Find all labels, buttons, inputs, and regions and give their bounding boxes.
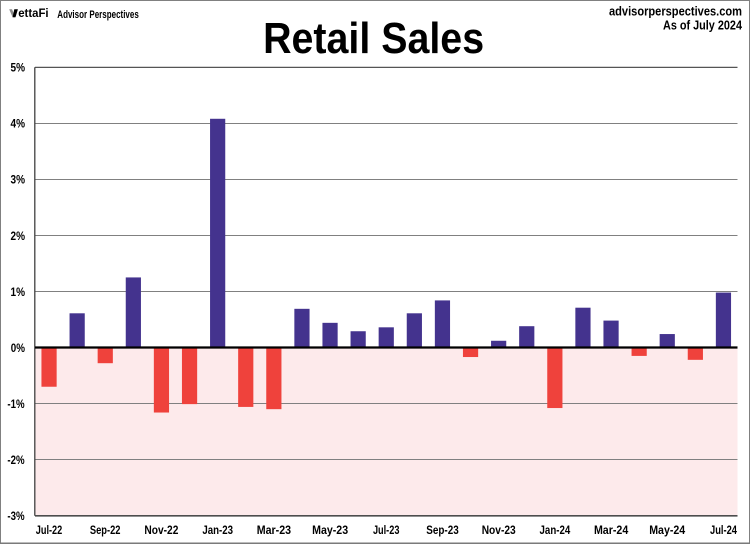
- svg-text:advisorperspectives.com: advisorperspectives.com: [609, 4, 742, 19]
- svg-text:Nov-22: Nov-22: [144, 523, 178, 537]
- svg-text:Jan-23: Jan-23: [202, 523, 233, 537]
- svg-text:-2%: -2%: [7, 453, 24, 467]
- svg-text:4%: 4%: [11, 117, 26, 131]
- svg-text:Sep-22: Sep-22: [90, 523, 121, 537]
- svg-text:Jul-23: Jul-23: [373, 523, 400, 537]
- svg-text:May-24: May-24: [649, 523, 685, 537]
- svg-text:1%: 1%: [11, 285, 26, 299]
- svg-text:0%: 0%: [11, 341, 25, 355]
- svg-text:Sep-23: Sep-23: [426, 523, 459, 537]
- svg-text:-1%: -1%: [7, 397, 24, 411]
- svg-text:-3%: -3%: [7, 509, 24, 523]
- svg-text:Jul-24: Jul-24: [710, 523, 737, 537]
- svg-text:5%: 5%: [11, 61, 26, 75]
- svg-text:As of July 2024: As of July 2024: [663, 17, 743, 32]
- svg-text:Jan-24: Jan-24: [540, 523, 571, 537]
- svg-text:2%: 2%: [11, 229, 26, 243]
- svg-text:Mar-24: Mar-24: [594, 523, 629, 537]
- svg-text:May-23: May-23: [312, 523, 348, 537]
- svg-text:3%: 3%: [11, 173, 26, 187]
- svg-text:Retail Sales: Retail Sales: [263, 15, 484, 63]
- svg-text:ettaFi: ettaFi: [18, 6, 48, 20]
- svg-text:Jul-22: Jul-22: [36, 523, 63, 537]
- svg-text:Advisor Perspectives: Advisor Perspectives: [57, 9, 139, 21]
- svg-text:Mar-23: Mar-23: [257, 523, 292, 537]
- svg-text:Nov-23: Nov-23: [482, 523, 516, 537]
